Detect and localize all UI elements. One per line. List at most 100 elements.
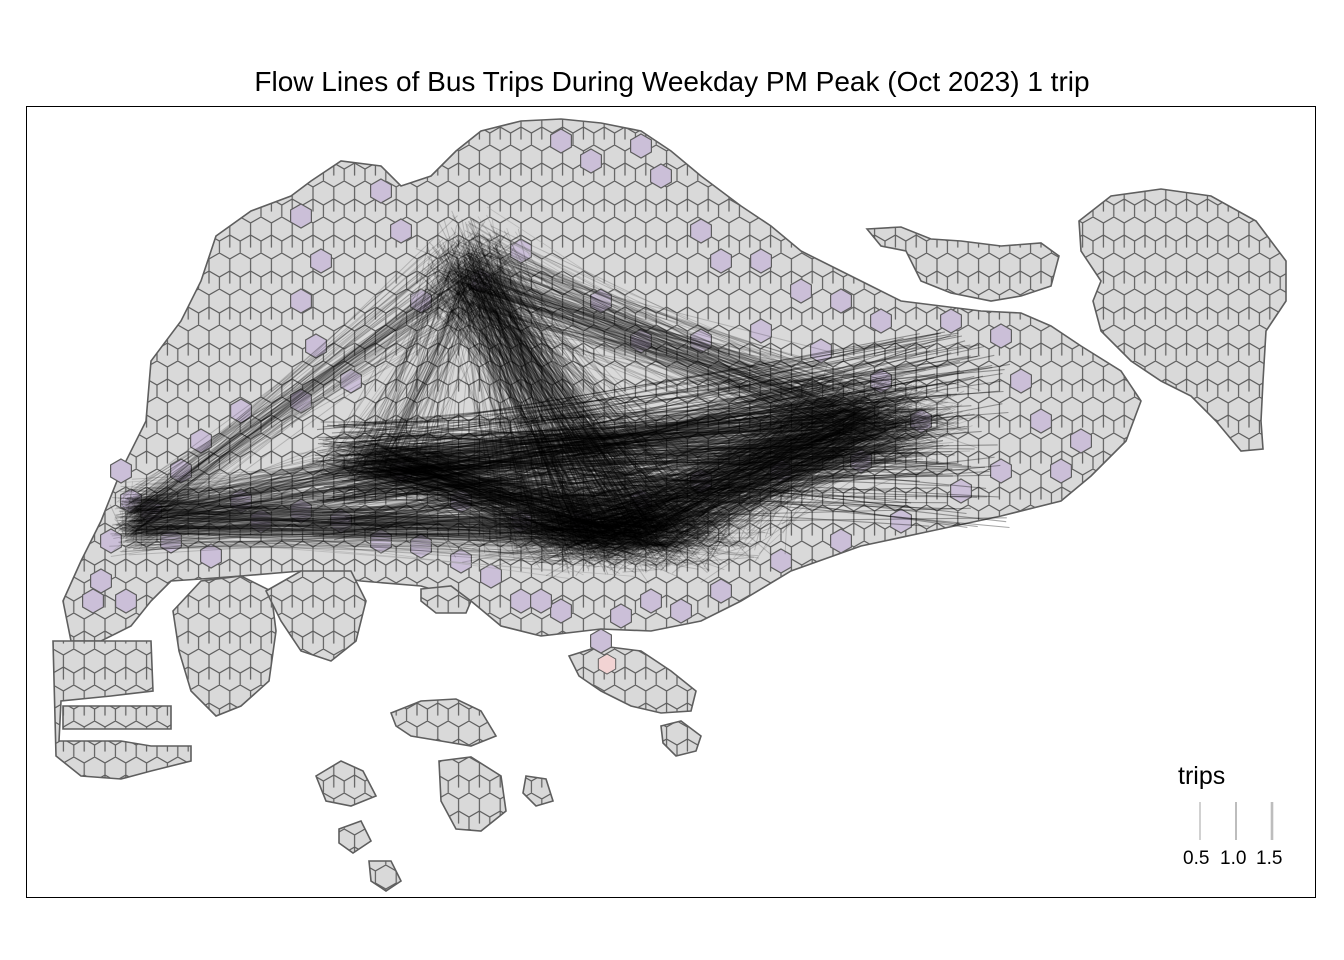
flow-line — [366, 469, 551, 519]
flow-line — [141, 447, 353, 533]
flow-line — [382, 471, 685, 543]
served-hexagon — [769, 458, 793, 484]
flow-line — [130, 424, 873, 548]
served-hexagon — [829, 528, 853, 554]
flow-line — [611, 413, 859, 512]
served-hexagon — [119, 488, 142, 514]
flow-line — [506, 227, 614, 538]
flow-line — [498, 237, 911, 413]
flow-line — [142, 527, 632, 551]
flow-line — [609, 422, 823, 571]
flow-line — [349, 463, 854, 466]
flow-line — [681, 391, 819, 538]
flow-line — [912, 385, 927, 418]
flow-line — [610, 517, 698, 538]
flow-line — [463, 287, 539, 531]
flow-line — [391, 454, 583, 490]
flow-line — [560, 435, 890, 524]
flow-line — [651, 527, 665, 532]
legend-key-marks — [1199, 802, 1274, 840]
flow-line — [644, 524, 668, 553]
flow-line — [494, 270, 603, 539]
flow-line — [396, 224, 458, 462]
flow-line — [353, 454, 702, 545]
flow-line — [438, 273, 624, 516]
flow-line — [518, 255, 798, 401]
flow-line — [659, 537, 672, 543]
flow-line — [471, 276, 916, 404]
flow-line — [464, 250, 638, 525]
flow-line — [562, 520, 570, 540]
flow-line — [532, 399, 793, 528]
flow-line — [470, 295, 537, 512]
legend-key-label-1.5: 1.5 — [1256, 848, 1283, 869]
flow-line — [578, 510, 610, 541]
flow-line — [386, 465, 395, 469]
flow-line — [615, 407, 936, 500]
flow-line — [622, 537, 641, 549]
flow-line — [663, 428, 836, 532]
flow-line — [709, 438, 796, 544]
flow-line — [846, 417, 857, 440]
flow-line — [566, 423, 858, 540]
served-hexagon — [949, 478, 973, 504]
flow-line — [385, 452, 421, 457]
flow-line — [473, 274, 611, 505]
flow-line — [450, 297, 893, 444]
flow-line — [131, 460, 418, 542]
flow-line — [456, 268, 477, 280]
flow-line — [449, 258, 612, 533]
flow-line — [698, 516, 731, 521]
flow-line — [570, 425, 865, 525]
flow-line — [128, 249, 461, 505]
flow-line — [662, 435, 799, 518]
flow-line — [478, 267, 501, 313]
flow-line — [457, 266, 549, 516]
flow-line — [574, 410, 823, 527]
flow-line — [516, 260, 581, 533]
flow-line — [352, 459, 547, 533]
flow-line — [111, 527, 578, 530]
flow-line — [456, 291, 722, 533]
flow-line — [681, 400, 805, 538]
flow-line — [493, 288, 529, 513]
flow-line — [123, 409, 866, 546]
flow-line — [607, 542, 691, 553]
flow-line — [129, 528, 677, 547]
flow-line — [508, 406, 830, 539]
flow-line — [574, 401, 902, 508]
flow-line — [341, 460, 570, 501]
flow-line — [680, 401, 944, 515]
flow-line — [119, 394, 788, 506]
flow-line — [611, 428, 910, 535]
flow-line — [483, 270, 635, 562]
flow-line — [600, 434, 918, 534]
flow-line — [664, 391, 787, 526]
flow-line — [867, 393, 882, 432]
served-hexagon — [989, 458, 1013, 484]
flow-line — [441, 290, 687, 543]
flow-line — [576, 538, 649, 560]
flow-line — [390, 449, 650, 525]
served-hexagon — [109, 458, 132, 484]
flow-line — [364, 479, 715, 550]
flow-line — [145, 436, 855, 506]
flow-line — [615, 515, 645, 573]
flow-line — [458, 250, 499, 544]
flow-line — [343, 448, 591, 536]
flow-line — [484, 298, 614, 515]
flow-line — [440, 294, 865, 387]
flow-line — [698, 394, 841, 547]
flow-line — [390, 387, 902, 470]
flow-line — [538, 518, 569, 544]
flow-line — [364, 444, 636, 530]
flow-line — [514, 231, 704, 544]
flow-line — [427, 455, 627, 517]
flow-line — [126, 500, 618, 508]
flow-line — [520, 489, 538, 506]
flow-line — [633, 429, 903, 510]
flow-line — [576, 547, 585, 558]
flow-line — [610, 505, 621, 538]
flow-line — [370, 462, 535, 542]
flow-line — [533, 427, 851, 549]
